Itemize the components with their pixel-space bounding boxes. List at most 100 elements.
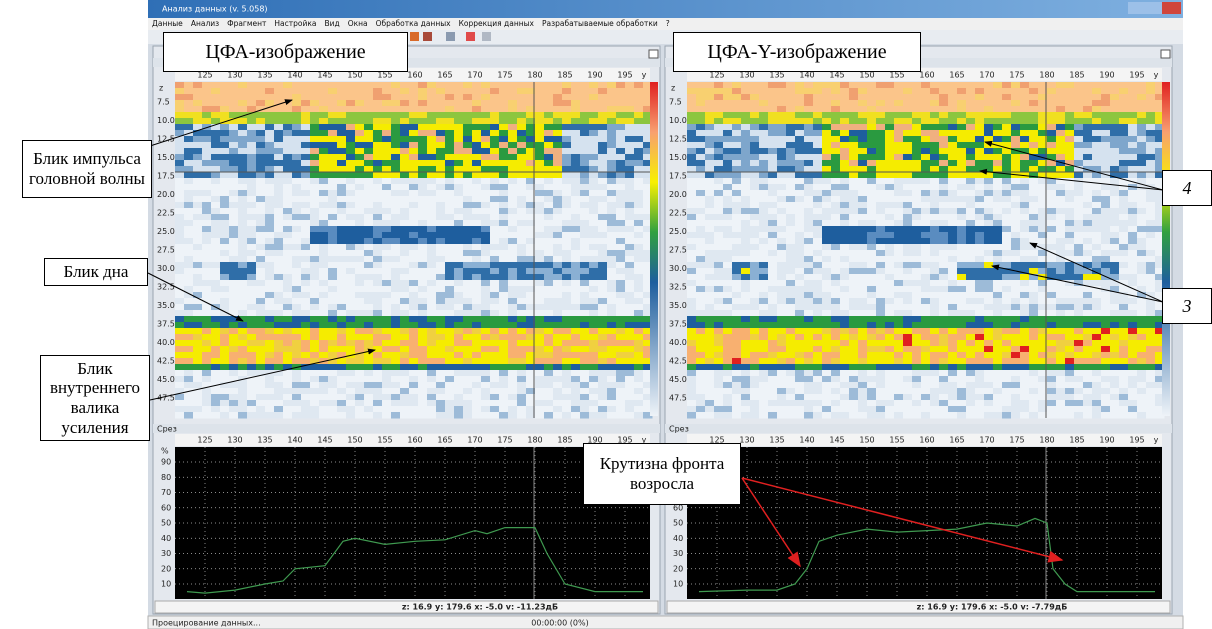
heatmap-cell xyxy=(876,262,886,269)
heatmap-cell xyxy=(732,280,742,287)
heatmap-cell xyxy=(580,352,590,359)
heatmap-cell xyxy=(517,190,527,197)
heatmap-cell xyxy=(436,334,446,341)
heatmap-cell xyxy=(687,136,697,143)
heatmap-cell xyxy=(894,394,904,401)
heatmap-cell xyxy=(508,328,518,335)
heatmap-cell xyxy=(490,406,500,413)
heatmap-cell xyxy=(580,178,590,185)
heatmap-cell xyxy=(589,280,599,287)
heatmap-cell xyxy=(301,196,311,203)
heatmap-cell xyxy=(849,358,859,365)
heatmap-cell xyxy=(418,142,428,149)
heatmap-cell xyxy=(822,178,832,185)
heatmap-cell xyxy=(714,370,724,377)
heatmap-cell xyxy=(418,154,428,161)
heatmap-cell xyxy=(849,220,859,227)
heatmap-cell xyxy=(813,262,823,269)
heatmap-cell xyxy=(831,292,841,299)
heatmap-cell xyxy=(634,322,644,329)
heatmap-cell xyxy=(714,88,724,95)
heatmap-cell xyxy=(571,388,581,395)
heatmap-cell xyxy=(490,316,500,323)
tool-icon[interactable] xyxy=(446,32,455,41)
heatmap-cell xyxy=(571,106,581,113)
heatmap-cell xyxy=(687,106,697,113)
heatmap-cell xyxy=(544,124,554,131)
panel-close[interactable] xyxy=(649,50,658,58)
heatmap-cell xyxy=(948,298,958,305)
heatmap-cell xyxy=(463,214,473,221)
heatmap-cell xyxy=(939,328,949,335)
heatmap-cell xyxy=(984,130,994,137)
heatmap-cell xyxy=(463,142,473,149)
heatmap-cell xyxy=(490,160,500,167)
heatmap-cell xyxy=(867,292,877,299)
heatmap-cell xyxy=(696,340,706,347)
heatmap-cell xyxy=(310,178,320,185)
heatmap-cell xyxy=(247,220,257,227)
heatmap-cell xyxy=(283,316,293,323)
heatmap-cell xyxy=(768,226,778,233)
heatmap-cell xyxy=(337,298,347,305)
heatmap-cell xyxy=(723,334,733,341)
heatmap-cell xyxy=(373,118,383,125)
heatmap-cell xyxy=(292,148,302,155)
heatmap-cell xyxy=(346,232,356,239)
heatmap-cell xyxy=(813,292,823,299)
heatmap-cell xyxy=(292,196,302,203)
tool-icon[interactable] xyxy=(410,32,419,41)
heatmap-cell xyxy=(238,358,248,365)
heatmap-cell xyxy=(831,394,841,401)
tool-icon[interactable] xyxy=(466,32,475,41)
heatmap-cell xyxy=(571,202,581,209)
heatmap-cell xyxy=(849,202,859,209)
heatmap-cell xyxy=(238,286,248,293)
heatmap-cell xyxy=(867,238,877,245)
heatmap-cell xyxy=(786,340,796,347)
heatmap-cell xyxy=(463,106,473,113)
heatmap-cell xyxy=(696,322,706,329)
close-button[interactable] xyxy=(1162,2,1181,14)
heatmap-cell xyxy=(391,334,401,341)
heatmap-cell xyxy=(885,208,895,215)
heatmap-cell xyxy=(634,94,644,101)
heatmap-cell xyxy=(364,238,374,245)
heatmap-cell xyxy=(714,250,724,257)
heatmap-cell xyxy=(804,352,814,359)
heatmap-cell xyxy=(292,142,302,149)
heatmap-cell xyxy=(346,142,356,149)
heatmap-cell xyxy=(957,382,967,389)
heatmap-cell xyxy=(463,238,473,245)
tool-icon[interactable] xyxy=(482,32,491,41)
heatmap-cell xyxy=(310,118,320,125)
heatmap-cell xyxy=(382,112,392,119)
heatmap-cell xyxy=(400,406,410,413)
heatmap-cell xyxy=(400,334,410,341)
heatmap-cell xyxy=(346,334,356,341)
heatmap-cell xyxy=(831,238,841,245)
heatmap-cell xyxy=(454,202,464,209)
heatmap-cell xyxy=(732,262,742,269)
heatmap-cell xyxy=(903,304,913,311)
heatmap-cell xyxy=(562,274,572,281)
heatmap-cell xyxy=(634,196,644,203)
heatmap-cell xyxy=(328,268,338,275)
heatmap-cell xyxy=(732,250,742,257)
heatmap-cell xyxy=(553,124,563,131)
heatmap-cell xyxy=(705,316,715,323)
heatmap-cell xyxy=(418,250,428,257)
heatmap-cell xyxy=(481,406,491,413)
heatmap-cell xyxy=(445,94,455,101)
heatmap-cell xyxy=(238,304,248,311)
minimize-button[interactable] xyxy=(1128,2,1146,14)
maximize-button[interactable] xyxy=(1146,2,1162,14)
heatmap-cell xyxy=(687,250,697,257)
heatmap-cell xyxy=(777,286,787,293)
panel-close[interactable] xyxy=(1161,50,1170,58)
heatmap-cell xyxy=(634,160,644,167)
heatmap-cell xyxy=(759,406,769,413)
heatmap-cell xyxy=(220,184,230,191)
tool-icon[interactable] xyxy=(423,32,432,41)
heatmap-cell xyxy=(373,178,383,185)
